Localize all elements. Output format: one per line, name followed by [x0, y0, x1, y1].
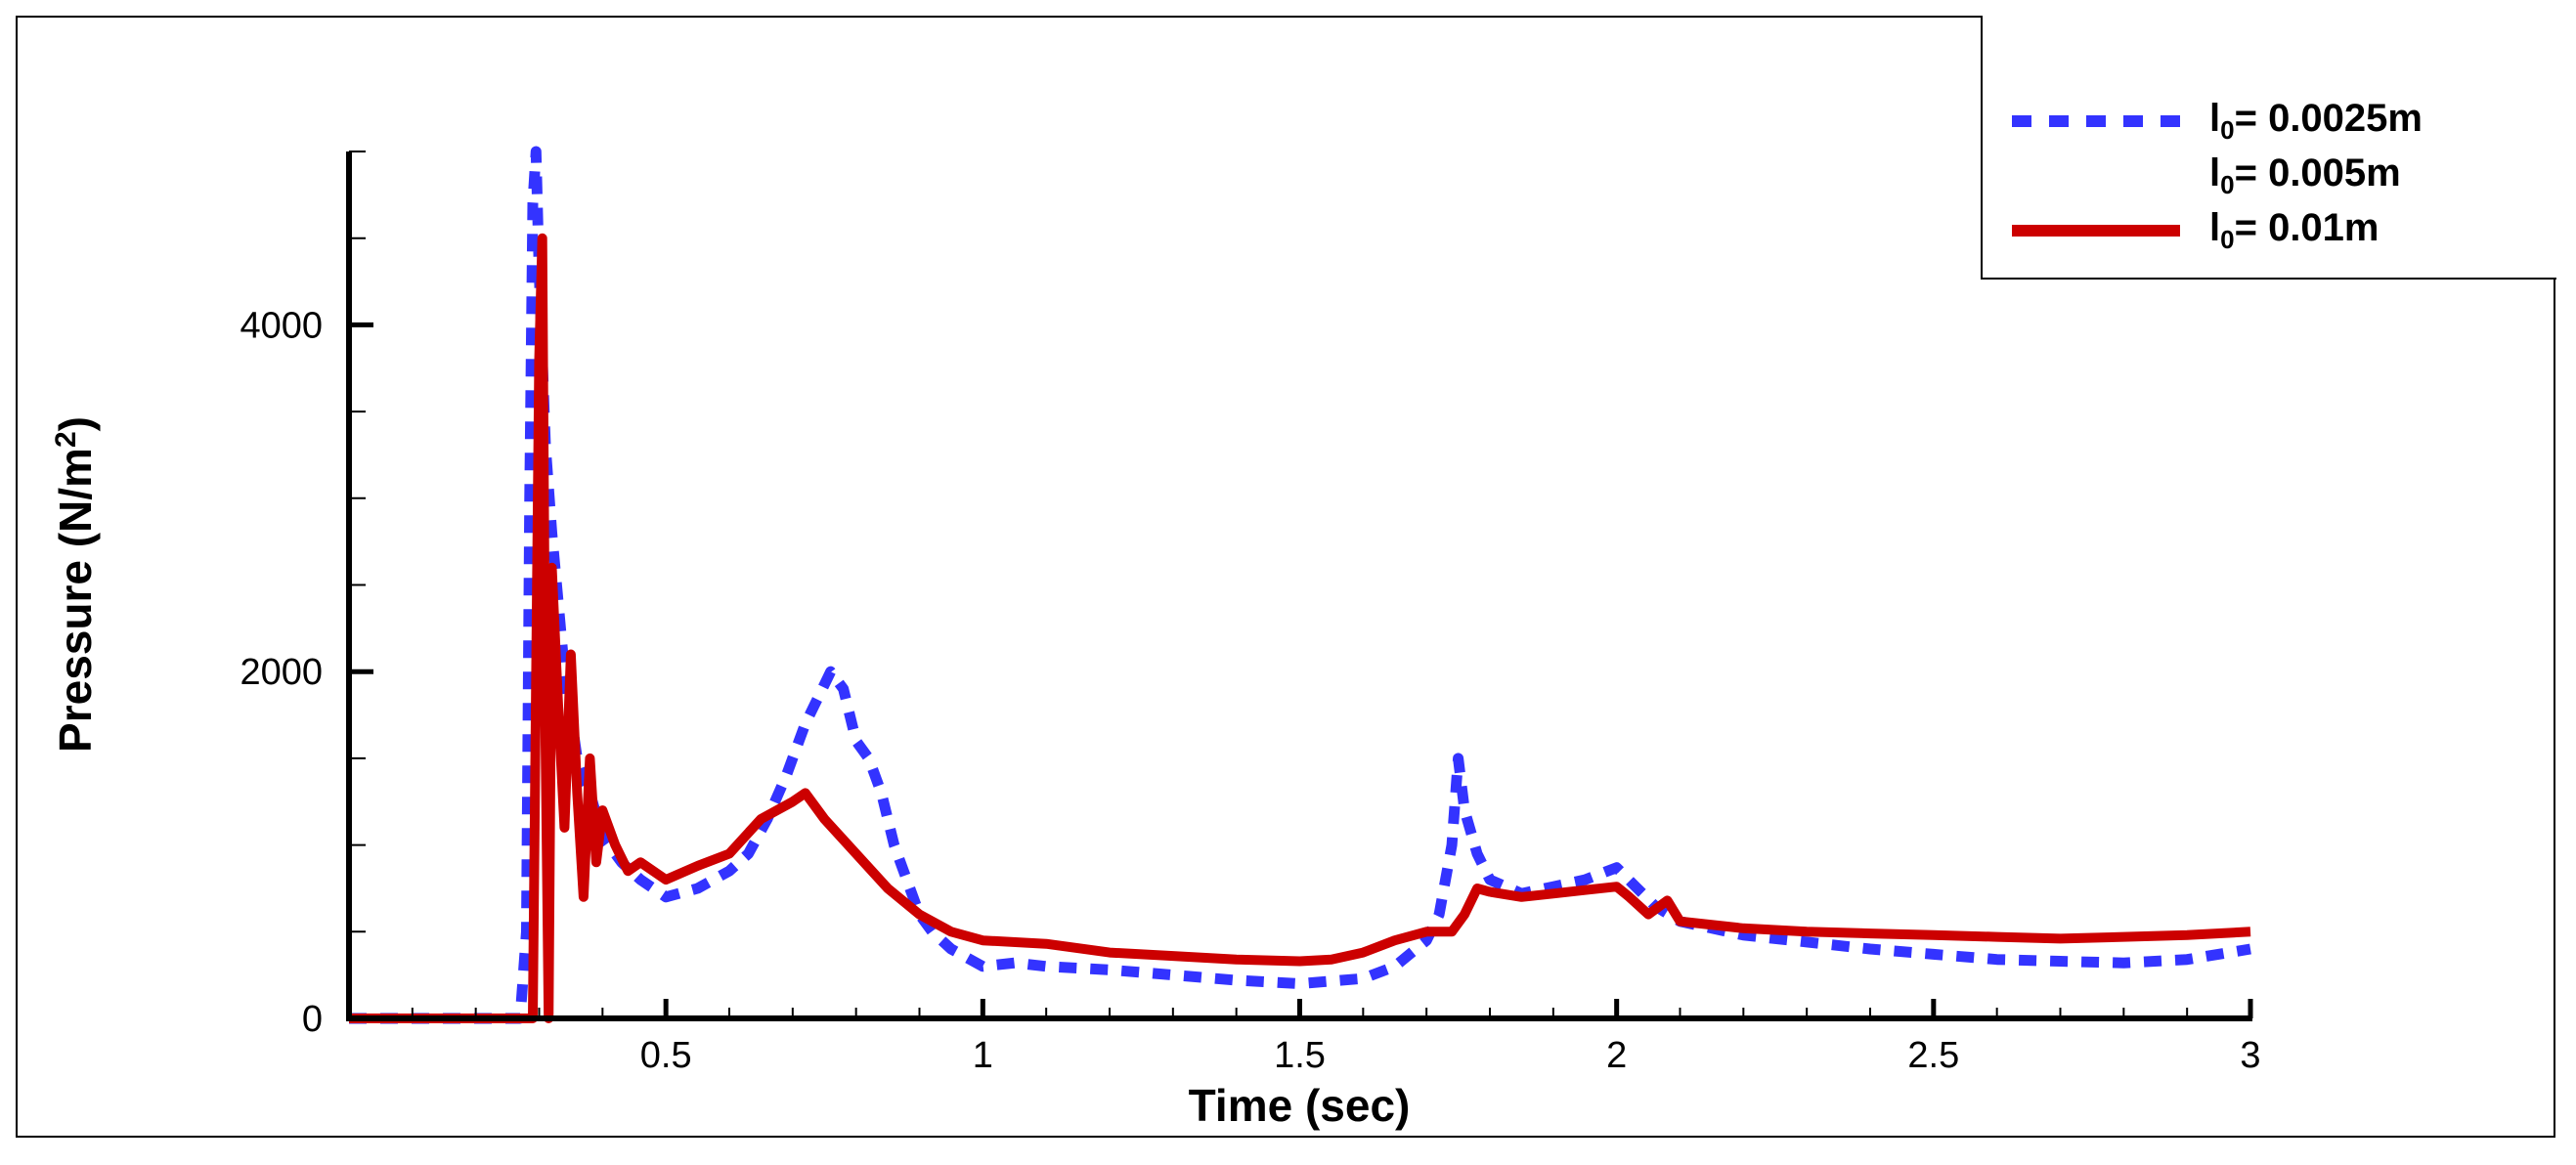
- legend-item-0025: l0= 0.0025m: [2012, 94, 2423, 149]
- legend-item-005: l0= 0.005m: [2012, 149, 2401, 203]
- series-line-2: [349, 233, 2251, 1023]
- x-axis-title: Time (sec): [1189, 1080, 1411, 1131]
- solid-line-swatch-icon: [2012, 225, 2180, 237]
- legend-label-0025: l0= 0.0025m: [2209, 97, 2423, 145]
- empty-swatch-icon: [2012, 170, 2180, 182]
- series-layer: [349, 146, 2251, 1024]
- x-tick-label: 1.5: [1274, 1035, 1326, 1076]
- figure-frame: [16, 16, 2555, 1138]
- x-tick-label: 3: [2240, 1035, 2260, 1076]
- legend: l0= 0.0025m l0= 0.005m l0= 0.01m: [1981, 16, 2556, 280]
- y-tick-label: 4000: [240, 305, 323, 346]
- dashed-line-swatch-icon: [2012, 115, 2180, 127]
- legend-label-005: l0= 0.005m: [2209, 151, 2401, 199]
- x-tick-label: 2.5: [1907, 1035, 1959, 1076]
- y-tick-label: 0: [302, 999, 323, 1040]
- y-axis-title: Pressure (N/m2): [50, 416, 102, 753]
- x-tick-label: 2: [1606, 1035, 1627, 1076]
- legend-item-001: l0= 0.01m: [2012, 203, 2379, 258]
- axes: 0 2000 4000 0.5 1 1.5 2 2.5 3: [240, 151, 2261, 1076]
- x-tick-label: 0.5: [640, 1035, 692, 1076]
- x-tick-label: 1: [973, 1035, 993, 1076]
- series-line-0: [349, 146, 2251, 1024]
- legend-label-001: l0= 0.01m: [2209, 206, 2380, 254]
- y-tick-label: 2000: [240, 652, 323, 693]
